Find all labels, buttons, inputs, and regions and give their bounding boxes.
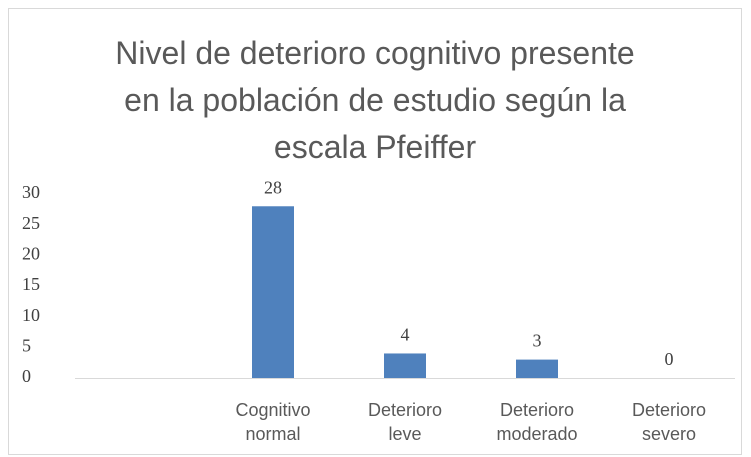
y-tick-label: 5: [22, 335, 31, 355]
x-tick-label: Deterioro leve: [367, 400, 443, 444]
x-tick-label: Deterioro severo: [631, 400, 707, 444]
data-label: 28: [264, 177, 282, 197]
y-tick-label: 30: [22, 182, 40, 202]
bar: [516, 359, 558, 378]
bar: [252, 206, 294, 378]
y-tick-label: 20: [22, 243, 40, 263]
x-tick-label: Deterioro moderado: [496, 400, 578, 444]
y-tick-label: 0: [22, 366, 31, 386]
chart-title: Nivel de deterioro cognitivo presente en…: [115, 35, 635, 165]
y-tick-label: 15: [22, 274, 40, 294]
data-label: 4: [401, 325, 410, 345]
bar: [384, 353, 426, 378]
data-label: 3: [533, 331, 542, 351]
chart-border: [8, 8, 742, 455]
y-tick-label: 25: [22, 213, 40, 233]
data-label: 0: [665, 349, 674, 369]
y-tick-label: 10: [22, 305, 40, 325]
x-tick-label: Cognitivo normal: [235, 400, 311, 444]
